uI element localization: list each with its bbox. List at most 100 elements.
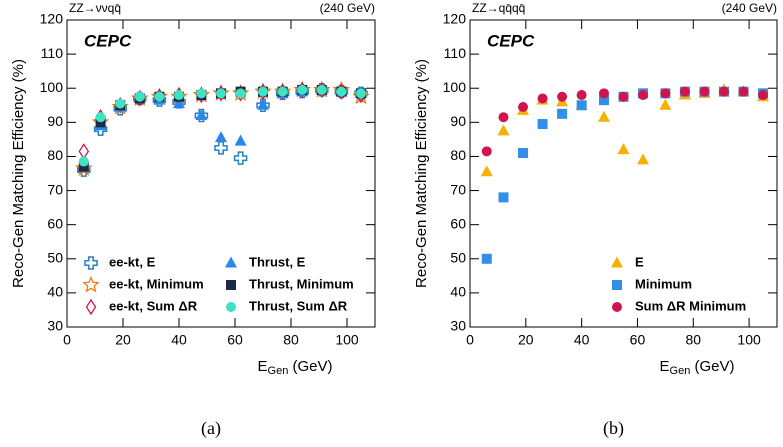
x-label-unit: (GeV)	[690, 358, 734, 375]
y-tick-label: 70	[47, 181, 63, 197]
marker	[233, 151, 248, 165]
x-tick-label: 60	[630, 332, 646, 348]
marker	[518, 148, 529, 159]
legend-marker	[226, 280, 236, 290]
legend-marker	[612, 280, 622, 290]
y-tick-label: 50	[450, 249, 466, 265]
marker	[498, 192, 509, 203]
legend-marker	[612, 302, 622, 312]
y-tick-label: 60	[450, 215, 466, 231]
y-tick-label: 30	[450, 318, 466, 334]
marker	[234, 134, 247, 146]
marker	[174, 90, 184, 101]
legend-label: ee-kt, E	[109, 254, 156, 269]
x-tick-label: 20	[115, 332, 131, 348]
marker	[95, 117, 106, 128]
marker	[78, 143, 90, 160]
x-tick-label: 80	[283, 332, 299, 348]
marker	[235, 88, 246, 99]
y-tick-label: 30	[47, 318, 63, 334]
x-axis-label: EGen (GeV)	[258, 358, 333, 377]
legend-marker	[226, 302, 236, 312]
marker	[618, 91, 629, 102]
y-tick-label: 120	[443, 11, 467, 27]
marker	[597, 110, 610, 122]
y-tick-label: 90	[47, 113, 63, 129]
legend-marker	[82, 275, 100, 293]
y-tick-label: 80	[450, 147, 466, 163]
marker	[738, 86, 749, 97]
x-tick-label: 40	[574, 332, 590, 348]
marker	[336, 86, 347, 97]
x-label-main: E	[258, 358, 268, 375]
marker	[576, 90, 587, 101]
y-tick-label: 90	[450, 113, 466, 129]
chart-title: ZZ→qq̄qq̄	[472, 1, 525, 15]
x-tick-label: 100	[335, 332, 359, 348]
marker	[356, 88, 366, 99]
marker	[78, 161, 89, 172]
marker	[481, 146, 492, 157]
x-axis-label: EGen (GeV)	[660, 358, 735, 377]
marker	[659, 98, 672, 110]
marker	[576, 100, 587, 111]
legend-marker	[611, 256, 623, 268]
x-tick-label: 80	[685, 332, 701, 348]
marker	[95, 112, 106, 123]
plot-frame	[469, 19, 778, 328]
marker	[277, 86, 288, 97]
marker	[557, 91, 568, 102]
marker	[638, 90, 649, 101]
marker	[316, 84, 327, 95]
x-tick-label: 60	[227, 332, 243, 348]
marker	[258, 86, 268, 97]
x-label-unit: (GeV)	[288, 358, 332, 375]
marker	[75, 159, 93, 176]
y-tick-label: 40	[450, 284, 466, 300]
caption: (b)	[603, 418, 624, 439]
caption: (a)	[201, 418, 221, 439]
x-tick-label: 20	[518, 332, 534, 348]
marker	[78, 156, 89, 167]
y-axis-label: Reco-Gen Matching Efficiency (%)	[10, 59, 27, 288]
marker	[196, 88, 207, 99]
marker	[537, 93, 548, 104]
marker	[480, 165, 493, 177]
marker	[617, 143, 630, 155]
legend-marker	[84, 256, 98, 270]
marker	[154, 91, 165, 102]
x-label-sub: Gen	[670, 365, 691, 377]
y-tick-label: 50	[47, 249, 63, 265]
y-tick-label: 100	[443, 79, 467, 95]
x-tick-label: 100	[737, 332, 761, 348]
y-tick-label: 110	[444, 45, 467, 61]
marker	[537, 119, 548, 130]
marker	[216, 88, 226, 99]
marker	[481, 253, 492, 264]
marker	[173, 97, 185, 109]
marker	[598, 95, 609, 106]
marker	[660, 88, 671, 99]
legend-label: ee-kt, Minimum	[109, 276, 204, 291]
x-tick-label: 0	[63, 332, 71, 348]
y-tick-label: 120	[40, 11, 64, 27]
chart-title: ZZ→ννqq̄	[69, 1, 121, 15]
energy-label: (240 GeV)	[320, 1, 375, 15]
marker	[679, 86, 690, 97]
legend-label: Minimum	[635, 276, 692, 291]
marker	[718, 86, 729, 97]
energy-label: (240 GeV)	[722, 1, 777, 15]
marker	[215, 131, 227, 143]
experiment-label: CEPC	[487, 31, 535, 50]
legend-label: Thrust, Minimum	[249, 276, 354, 291]
legend-marker	[85, 298, 97, 316]
marker	[214, 141, 228, 155]
marker	[115, 98, 126, 109]
legend-label: Sum ΔR Minimum	[635, 298, 746, 313]
marker	[699, 86, 710, 97]
y-axis-label: Reco-Gen Matching Efficiency (%)	[413, 59, 430, 288]
marker	[557, 108, 568, 119]
marker	[637, 153, 650, 165]
marker	[497, 124, 510, 136]
